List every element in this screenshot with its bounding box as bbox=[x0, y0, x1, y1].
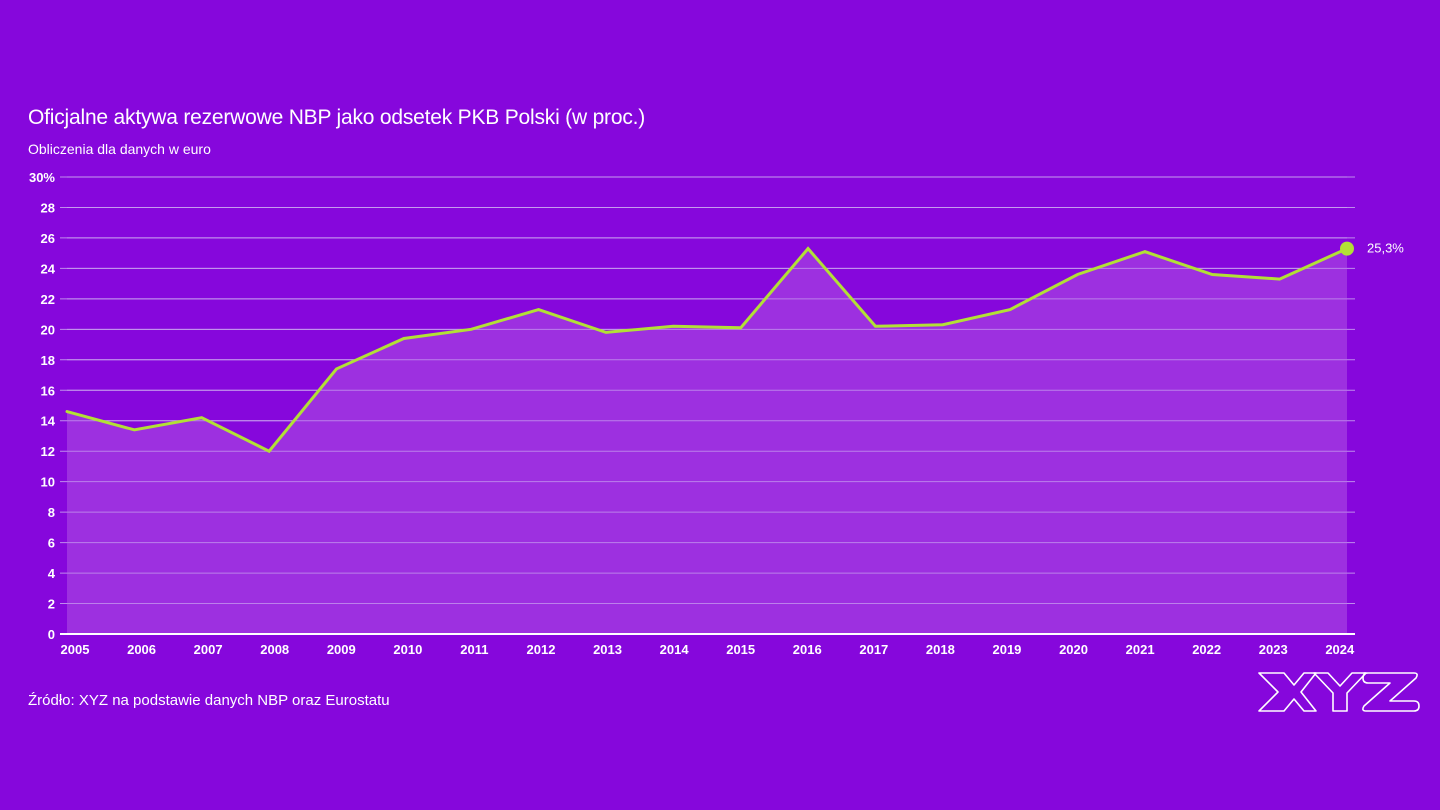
data-point-2019 bbox=[1008, 308, 1012, 312]
data-point-2009 bbox=[334, 367, 338, 371]
y-tick-label: 0 bbox=[48, 627, 55, 642]
x-tick-label: 2008 bbox=[260, 642, 289, 657]
xyz-logo bbox=[1258, 672, 1420, 712]
x-tick-label: 2022 bbox=[1192, 642, 1221, 657]
x-tick-label: 2023 bbox=[1259, 642, 1288, 657]
data-point-2016 bbox=[806, 247, 810, 251]
x-tick-label: 2011 bbox=[460, 642, 488, 657]
gridlines-over-area bbox=[67, 176, 1347, 605]
endpoint-marker bbox=[1340, 241, 1354, 256]
series-line bbox=[65, 246, 1349, 454]
x-tick-label: 2010 bbox=[393, 642, 422, 657]
y-tick-label: 18 bbox=[41, 353, 55, 368]
data-point-2006 bbox=[132, 428, 136, 432]
x-tick-label: 2018 bbox=[926, 642, 955, 657]
x-tick-label: 2014 bbox=[660, 642, 690, 657]
endpoint-value-label: 25,3% bbox=[1367, 241, 1404, 256]
chart-title: Oficjalne aktywa rezerwowe NBP jako odse… bbox=[28, 106, 646, 129]
x-tick-label: 2009 bbox=[327, 642, 356, 657]
x-tick-label: 2021 bbox=[1126, 642, 1155, 657]
y-tick-label: 28 bbox=[41, 200, 55, 215]
x-tick-label: 2019 bbox=[992, 642, 1021, 657]
chart-subtitle: Obliczenia dla danych w euro bbox=[28, 141, 211, 157]
x-tick-label: 2020 bbox=[1059, 642, 1088, 657]
data-point-2005 bbox=[65, 410, 69, 414]
y-tick-label: 8 bbox=[48, 505, 55, 520]
x-tick-label: 2024 bbox=[1325, 642, 1355, 657]
data-point-2007 bbox=[200, 416, 204, 420]
y-tick-label: 24 bbox=[41, 261, 56, 276]
x-axis-labels: 2005 2006 2007 2008 2009 2010 2011 2012 2013 2014… bbox=[61, 642, 1355, 657]
y-tick-label: 6 bbox=[48, 536, 55, 551]
data-point-2023 bbox=[1278, 277, 1282, 281]
data-point-2022 bbox=[1210, 272, 1214, 276]
y-tick-label: 30% bbox=[29, 170, 55, 185]
x-tick-label: 2016 bbox=[793, 642, 822, 657]
data-point-2014 bbox=[671, 324, 675, 328]
y-tick-label: 20 bbox=[41, 322, 55, 337]
data-point-2013 bbox=[604, 330, 608, 334]
x-tick-label: 2005 bbox=[61, 642, 90, 657]
y-tick-label: 26 bbox=[41, 231, 55, 246]
data-point-2020 bbox=[1076, 272, 1080, 276]
data-point-2012 bbox=[537, 308, 541, 312]
x-tick-label: 2012 bbox=[527, 642, 556, 657]
x-tick-label: 2006 bbox=[127, 642, 156, 657]
y-tick-label: 4 bbox=[48, 566, 56, 581]
series-line-group bbox=[65, 246, 1349, 454]
data-point-2008 bbox=[267, 449, 271, 453]
logo-letter-x bbox=[1258, 672, 1317, 712]
data-point-2010 bbox=[402, 336, 406, 340]
data-point-2015 bbox=[739, 326, 743, 330]
y-tick-label: 12 bbox=[41, 444, 55, 459]
x-tick-label: 2015 bbox=[726, 642, 755, 657]
data-point-2021 bbox=[1143, 250, 1147, 254]
x-tick-label: 2007 bbox=[194, 642, 223, 657]
logo-letter-z bbox=[1362, 672, 1420, 712]
y-tick-label: 14 bbox=[41, 414, 56, 429]
area-fill bbox=[67, 248, 1347, 634]
y-tick-label: 16 bbox=[41, 383, 55, 398]
data-point-2011 bbox=[469, 327, 473, 331]
data-point-2017 bbox=[873, 324, 877, 328]
y-tick-label: 22 bbox=[41, 292, 55, 307]
annotations: 25,3% bbox=[1340, 241, 1404, 256]
x-tick-label: 2013 bbox=[593, 642, 622, 657]
logo-letter-y bbox=[1313, 672, 1367, 712]
y-tick-label: 10 bbox=[41, 475, 55, 490]
y-tick-label: 2 bbox=[48, 597, 55, 612]
source-note: Źródło: XYZ na podstawie danych NBP oraz… bbox=[28, 692, 390, 709]
data-point-2018 bbox=[941, 323, 945, 327]
x-tick-label: 2017 bbox=[859, 642, 888, 657]
